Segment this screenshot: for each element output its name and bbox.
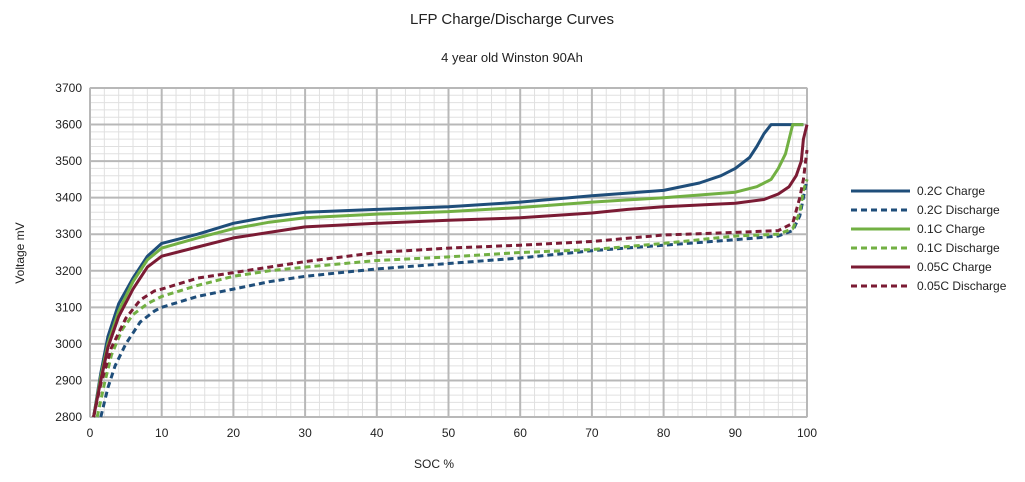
- y-tick-label: 2800: [55, 410, 82, 424]
- chart-subtitle: 4 year old Winston 90Ah: [441, 50, 583, 65]
- x-tick-label: 60: [514, 426, 528, 440]
- y-tick-label: 3300: [55, 227, 82, 241]
- series-line-5: [92, 149, 809, 418]
- series-line-0: [92, 123, 804, 418]
- legend-label: 0.1C Discharge: [917, 241, 1000, 255]
- major-grid: [89, 87, 808, 418]
- y-axis-label: Voltage mV: [13, 222, 27, 283]
- x-tick-label: 50: [442, 426, 456, 440]
- series-lines: [92, 123, 809, 418]
- y-tick-label: 3600: [55, 118, 82, 132]
- legend-label: 0.05C Charge: [917, 260, 992, 274]
- x-axis-label: SOC %: [414, 457, 454, 471]
- y-tick-label: 2900: [55, 373, 82, 387]
- x-tick-label: 90: [729, 426, 743, 440]
- legend-label: 0.2C Discharge: [917, 203, 1000, 217]
- series-line-3: [95, 178, 809, 418]
- legend-label: 0.05C Discharge: [917, 279, 1007, 293]
- y-tick-label: 3200: [55, 264, 82, 278]
- x-tick-label: 20: [227, 426, 241, 440]
- y-tick-label: 3700: [55, 81, 82, 95]
- legend-label: 0.1C Charge: [917, 222, 985, 236]
- x-tick-label: 70: [585, 426, 599, 440]
- x-tick-label: 80: [657, 426, 671, 440]
- y-tick-label: 3100: [55, 300, 82, 314]
- series-line-2: [92, 123, 804, 418]
- chart-title: LFP Charge/Discharge Curves: [410, 11, 614, 28]
- x-tick-label: 0: [87, 426, 94, 440]
- series-line-4: [92, 124, 809, 418]
- x-tick-label: 30: [298, 426, 312, 440]
- y-tick-label: 3400: [55, 191, 82, 205]
- x-tick-label: 100: [797, 426, 817, 440]
- y-tick-label: 3000: [55, 337, 82, 351]
- x-axis-ticks: 0 10 20 30 40 50 60 70 80 90 100: [87, 426, 818, 440]
- x-tick-label: 10: [155, 426, 169, 440]
- y-axis-ticks: 2800 2900 3000 3100 3200 3300 3400 3500 3600 3700: [55, 81, 82, 424]
- x-tick-label: 40: [370, 426, 384, 440]
- legend-label: 0.2C Charge: [917, 184, 985, 198]
- legend: 0.2C Charge 0.2C Discharge 0.1C Charge 0.1C…: [851, 184, 1007, 293]
- series-line-1: [99, 179, 809, 418]
- y-tick-label: 3500: [55, 154, 82, 168]
